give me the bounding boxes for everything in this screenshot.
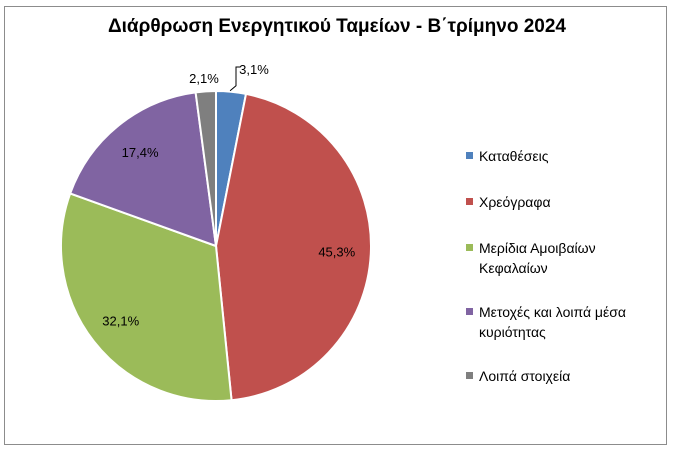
pie-slice-other-items [194,89,217,247]
legend-label-securities: Χρεόγραφα [479,194,551,210]
leader-line-deposits [229,66,240,92]
legend-label-mutual-fund-units: Μερίδια Αμοιβαίων Κεφαλαίων [479,240,596,276]
pie-slice-equities [68,91,218,248]
legend-item-mutual-fund-units: Μερίδια Αμοιβαίων Κεφαλαίων [466,238,666,278]
chart-legend: Καταθέσεις Χρεόγραφα Μερίδια Αμοιβαίων Κεφ… [466,146,666,386]
data-label-other-items: 2,1% [189,71,219,86]
legend-item-deposits: Καταθέσεις [466,146,666,166]
legend-item-other-items: Λοιπά στοιχεία [466,366,666,386]
data-label-deposits: 3,1% [239,62,269,77]
data-label-mutual-fund-units: 32,1% [102,313,139,328]
data-label-equities: 17,4% [122,145,159,160]
legend-swatch-other-items [466,372,473,379]
legend-label-other-items: Λοιπά στοιχεία [479,368,571,384]
legend-item-equities: Μετοχές και λοιπά μέσα κυριότητας [466,302,666,342]
chart-title: Διάρθρωση Ενεργητικού Ταμείων - Β΄τρίμην… [108,16,566,37]
pie-slice-securities [214,92,372,402]
legend-swatch-securities [466,198,473,205]
legend-swatch-mutual-fund-units [466,244,473,251]
legend-label-equities: Μετοχές και λοιπά μέσα κυριότητας [479,304,626,340]
legend-swatch-deposits [466,152,473,159]
pie-slice-mutual-fund-units [60,192,233,402]
legend-swatch-equities [466,308,473,315]
legend-item-securities: Χρεόγραφα [466,192,666,212]
legend-label-deposits: Καταθέσεις [479,148,549,164]
data-label-securities: 45,3% [318,245,355,260]
